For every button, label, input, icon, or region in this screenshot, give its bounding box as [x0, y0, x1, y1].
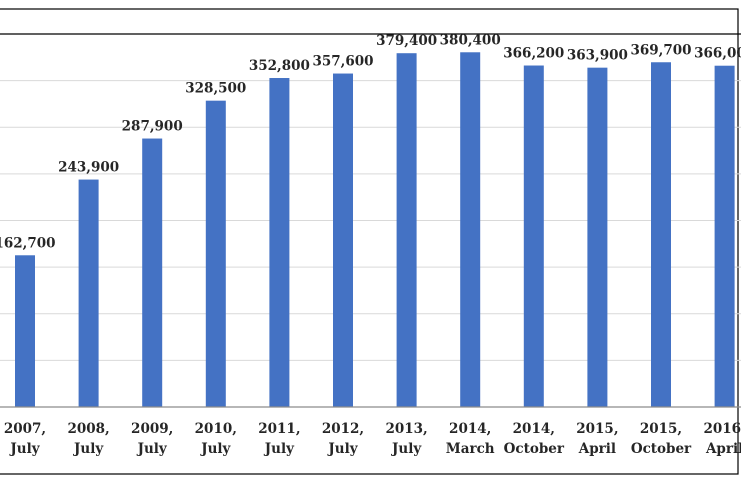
x-tick-label: 2016,: [703, 421, 741, 437]
bar: [269, 78, 290, 407]
x-tick-label: July: [264, 441, 295, 457]
x-tick-label: 2011,: [258, 421, 300, 437]
x-tick-label: October: [631, 441, 692, 457]
x-tick-label: 2010,: [195, 421, 237, 437]
bar: [142, 138, 163, 407]
x-tick-label: October: [504, 441, 565, 457]
data-label: 243,900: [58, 160, 119, 176]
x-tick-label: 2015,: [576, 421, 618, 437]
bar: [714, 65, 735, 407]
x-tick-label: July: [73, 441, 104, 457]
bars: [15, 52, 735, 408]
x-tick-label: 2014,: [513, 421, 555, 437]
data-label: 379,400: [376, 33, 437, 49]
x-tick-label: 2012,: [322, 421, 364, 437]
x-tick-label: July: [200, 441, 231, 457]
data-label: 287,900: [122, 119, 183, 135]
outer-frame: [0, 8, 739, 475]
data-label: 162,700: [0, 235, 56, 251]
data-label: 352,800: [249, 58, 310, 74]
x-tick-label: 2014,: [449, 421, 491, 437]
data-label: 363,900: [567, 48, 628, 64]
x-tick-label: July: [391, 441, 422, 457]
x-tick-label: 2013,: [385, 421, 427, 437]
bar: [587, 67, 608, 407]
bar: [523, 65, 544, 408]
x-tick-labels: 2007, July 2008, July 2009, July 2010, July 2011…: [4, 421, 741, 457]
x-tick-label: April: [705, 441, 741, 457]
x-tick-label: 2007,: [4, 421, 46, 437]
x-tick-label: April: [578, 441, 616, 457]
bar: [396, 53, 417, 407]
data-label: 380,400: [440, 32, 501, 48]
gridlines: [0, 80, 741, 361]
bar: [78, 179, 99, 407]
bar: [205, 100, 226, 407]
x-tick-label: 2009,: [131, 421, 173, 437]
data-label: 366,000: [694, 46, 741, 62]
x-tick-label: July: [137, 441, 168, 457]
x-tick-label: 2015,: [640, 421, 682, 437]
x-tick-label: July: [9, 441, 40, 457]
data-label: 328,500: [185, 81, 246, 97]
x-tick-label: July: [327, 441, 358, 457]
bar: [460, 52, 481, 407]
bar: [333, 73, 353, 408]
bar: [651, 62, 671, 407]
x-tick-label: 2008,: [67, 421, 109, 437]
data-label: 369,700: [630, 42, 691, 58]
data-label: 357,600: [312, 54, 373, 70]
bar: [15, 255, 35, 407]
x-tick-label: March: [446, 441, 495, 457]
data-label: 366,200: [503, 46, 564, 62]
